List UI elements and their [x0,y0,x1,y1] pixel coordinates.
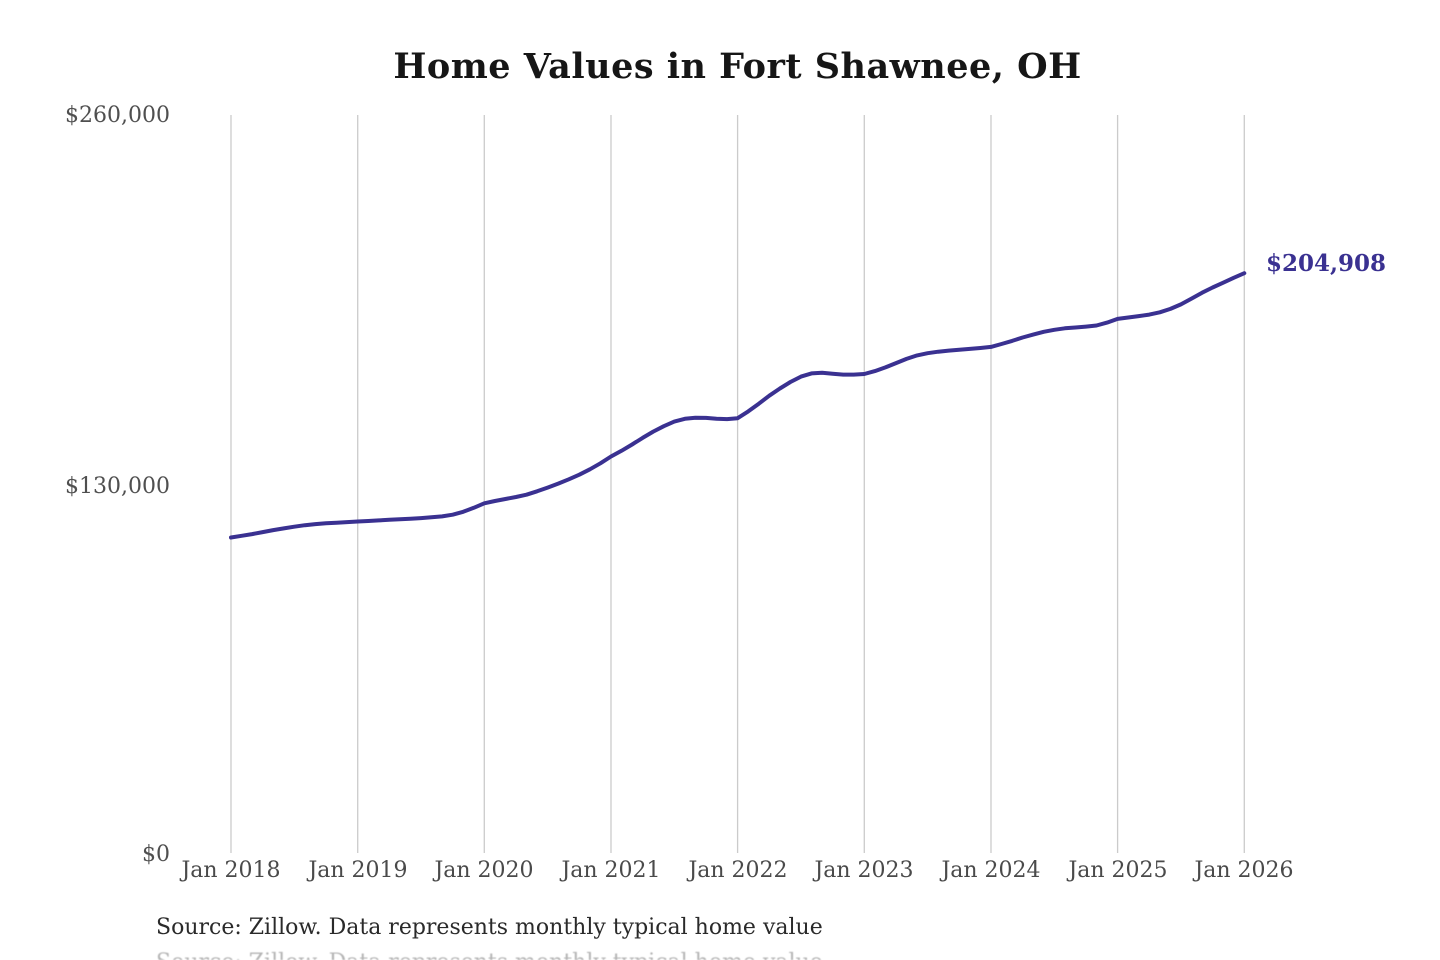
x-axis-tick-jan-2025: Jan 2025 [1068,858,1168,883]
x-axis-tick-jan-2019: Jan 2019 [308,858,408,883]
y-axis-tick-0: $0 [142,842,170,867]
x-axis-tick-jan-2018: Jan 2018 [181,858,281,883]
x-axis-tick-jan-2023: Jan 2023 [814,858,914,883]
home-value-line-series [229,271,1247,540]
chart-title: Home Values in Fort Shawnee, OH [393,46,1082,87]
y-axis-tick-130000: $130,000 [65,474,170,499]
y-axis-tick-260000: $260,000 [65,103,170,128]
x-axis-tick-jan-2024: Jan 2024 [941,858,1041,883]
source-attribution: Source: Zillow. Data represents monthly … [156,915,823,940]
x-axis-tick-jan-2021: Jan 2021 [561,858,661,883]
vertical-gridlines [230,115,1245,853]
clipped-bottom-text: Source: Zillow. Data represents monthly … [156,951,1056,960]
latest-value-label: $204,908 [1266,250,1387,277]
x-axis-tick-jan-2020: Jan 2020 [434,858,534,883]
x-axis-tick-jan-2022: Jan 2022 [688,858,788,883]
x-axis-tick-jan-2026: Jan 2026 [1194,858,1294,883]
